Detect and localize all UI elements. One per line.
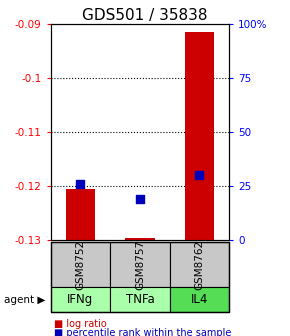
Text: TNFa: TNFa — [126, 293, 154, 306]
Text: IL4: IL4 — [191, 293, 208, 306]
Point — [138, 196, 142, 202]
Bar — [125, 238, 155, 240]
Text: GDS501 / 35838: GDS501 / 35838 — [82, 8, 208, 24]
Text: GSM8757: GSM8757 — [135, 240, 145, 290]
Text: GSM8762: GSM8762 — [194, 240, 204, 290]
Bar — [184, 32, 214, 240]
Text: ■ percentile rank within the sample: ■ percentile rank within the sample — [54, 328, 231, 336]
Bar — [66, 189, 95, 240]
Text: GSM8752: GSM8752 — [75, 240, 86, 290]
Text: agent ▶: agent ▶ — [3, 295, 45, 305]
Text: ■ log ratio: ■ log ratio — [54, 319, 106, 329]
Point — [78, 181, 83, 186]
Text: IFNg: IFNg — [67, 293, 94, 306]
Point — [197, 173, 202, 178]
